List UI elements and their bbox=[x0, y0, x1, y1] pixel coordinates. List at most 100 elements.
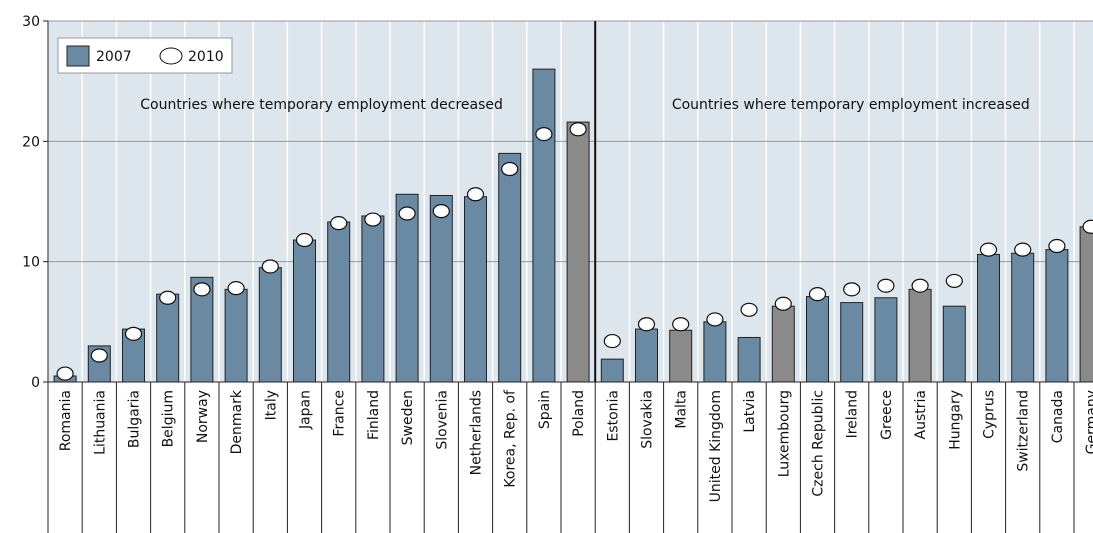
marker bbox=[911, 278, 929, 293]
x-tick-label: France bbox=[332, 390, 348, 437]
marker bbox=[774, 296, 792, 311]
x-tick-label: Sweden bbox=[400, 390, 416, 445]
marker bbox=[1014, 242, 1032, 257]
marker bbox=[295, 232, 314, 248]
x-tick-label: Czech Republic bbox=[811, 390, 827, 497]
bar bbox=[874, 297, 898, 383]
marker bbox=[843, 282, 861, 297]
x-tick-label: Romania bbox=[58, 390, 74, 451]
bar bbox=[498, 152, 522, 383]
bar bbox=[703, 321, 727, 383]
x-tick-label: Slovakia bbox=[640, 390, 656, 449]
bar bbox=[258, 267, 282, 383]
legend-label: 2007 bbox=[96, 49, 132, 65]
marker bbox=[193, 282, 211, 297]
x-tick-label: Finland bbox=[366, 390, 382, 440]
bar bbox=[224, 288, 248, 383]
x-tick-label: Hungary bbox=[947, 390, 963, 450]
bar bbox=[566, 121, 590, 383]
bar bbox=[464, 196, 487, 383]
marker bbox=[535, 127, 553, 142]
marker bbox=[159, 290, 177, 305]
x-tick-label: Spain bbox=[537, 390, 553, 429]
bar bbox=[771, 305, 795, 383]
x-tick-label: Lithuania bbox=[92, 390, 108, 455]
bar bbox=[806, 296, 829, 383]
x-tick-label: Estonia bbox=[605, 390, 621, 442]
legend-swatch bbox=[66, 45, 90, 67]
bar bbox=[361, 215, 385, 383]
y-tick-label: 10 bbox=[22, 255, 40, 271]
x-tick-label: Slovenia bbox=[434, 390, 450, 450]
bar bbox=[532, 68, 556, 383]
x-tick-label: Denmark bbox=[229, 389, 245, 454]
marker bbox=[637, 317, 656, 332]
marker bbox=[569, 122, 587, 137]
x-tick-label: Luxembourg bbox=[776, 390, 792, 477]
marker bbox=[227, 281, 245, 296]
bar bbox=[600, 358, 624, 383]
marker bbox=[808, 287, 827, 302]
x-tick-label: Greece bbox=[879, 390, 895, 440]
y-tick-label: 30 bbox=[22, 14, 40, 30]
x-tick-label: Cyprus bbox=[982, 390, 998, 439]
marker bbox=[90, 348, 108, 363]
bar bbox=[293, 239, 316, 383]
x-tick-label: Malta bbox=[674, 390, 690, 429]
x-tick-label: Norway bbox=[195, 390, 211, 443]
marker bbox=[603, 333, 621, 349]
legend-swatch bbox=[159, 47, 183, 65]
annotation: Countries where temporary employment inc… bbox=[672, 97, 1030, 113]
marker bbox=[330, 216, 348, 231]
bar bbox=[908, 288, 932, 383]
bar bbox=[429, 194, 453, 383]
x-tick-label: Poland bbox=[571, 390, 587, 437]
marker bbox=[398, 206, 416, 221]
bar bbox=[737, 336, 761, 383]
bar bbox=[635, 328, 658, 383]
x-tick-label: Japan bbox=[298, 390, 314, 430]
marker bbox=[501, 161, 519, 177]
marker bbox=[877, 278, 895, 293]
x-tick-label: United Kingdom bbox=[708, 390, 724, 502]
marker bbox=[740, 302, 758, 317]
bar bbox=[395, 193, 419, 383]
y-tick-label: 0 bbox=[31, 375, 40, 391]
marker bbox=[706, 312, 724, 327]
marker bbox=[1082, 219, 1093, 234]
bar bbox=[1011, 252, 1035, 383]
bar bbox=[1045, 249, 1069, 383]
legend-label: 2010 bbox=[188, 49, 224, 65]
x-tick-label: Switzerland bbox=[1016, 390, 1032, 472]
marker bbox=[364, 212, 382, 227]
x-tick-label: Italy bbox=[263, 390, 279, 420]
x-tick-label: Germany bbox=[1084, 390, 1093, 454]
bar bbox=[669, 329, 693, 383]
x-tick-label: Belgium bbox=[161, 390, 177, 447]
x-tick-label: Canada bbox=[1050, 390, 1066, 443]
marker bbox=[124, 326, 143, 341]
marker bbox=[979, 242, 998, 257]
y-tick-label: 20 bbox=[22, 134, 40, 150]
marker bbox=[1048, 238, 1066, 254]
bar bbox=[1079, 226, 1093, 383]
marker bbox=[56, 366, 74, 381]
bar bbox=[156, 293, 180, 383]
x-tick-label: Netherlands bbox=[469, 390, 485, 475]
bar bbox=[327, 221, 351, 383]
marker bbox=[432, 204, 450, 219]
bar bbox=[942, 305, 966, 383]
marker bbox=[945, 273, 963, 289]
x-tick-label: Latvia bbox=[742, 390, 758, 433]
x-tick-label: Korea, Rep. of bbox=[503, 389, 519, 488]
x-tick-label: Austria bbox=[913, 390, 929, 439]
marker bbox=[672, 317, 690, 332]
bar bbox=[840, 302, 864, 383]
marker bbox=[466, 187, 485, 202]
x-tick-label: Ireland bbox=[845, 390, 861, 438]
bar bbox=[977, 253, 1000, 383]
annotation: Countries where temporary employment dec… bbox=[140, 97, 503, 113]
x-tick-label: Bulgaria bbox=[127, 390, 143, 448]
marker bbox=[261, 259, 279, 274]
